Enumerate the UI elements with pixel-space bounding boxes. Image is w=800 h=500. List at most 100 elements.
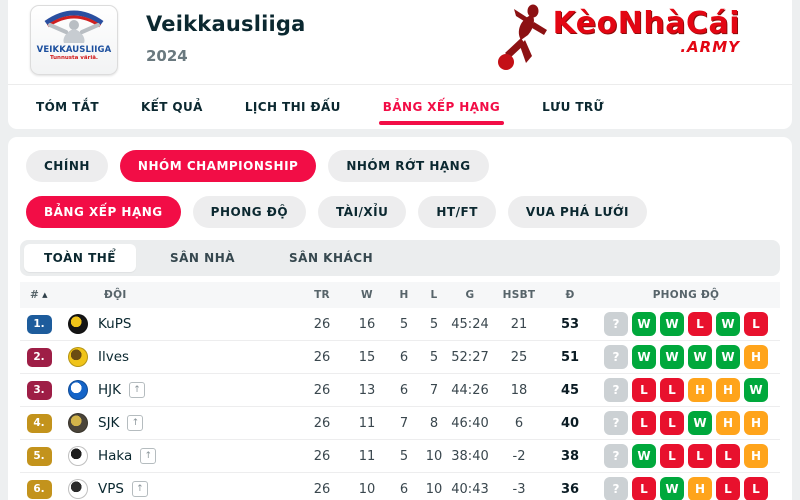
standings-panel: CHÍNH NHÓM CHAMPIONSHIP NHÓM RỚT HẠNG BẢNG… — [8, 137, 792, 500]
form-badge-l[interactable]: L — [660, 411, 684, 435]
form-badge-l[interactable]: L — [716, 444, 740, 468]
cell-w: 16 — [358, 316, 376, 332]
form-badge-unknown[interactable]: ? — [604, 477, 628, 500]
form-badge-l[interactable]: L — [688, 444, 712, 468]
col-goals[interactable]: G — [465, 289, 475, 301]
team-name[interactable]: VPS — [98, 481, 124, 497]
team-name[interactable]: KuPS — [98, 316, 132, 332]
cell-form: ? W W L W L — [592, 312, 780, 336]
table-row[interactable]: 4. SJK ↑ 26 11 7 8 46:40 6 40? L L W H H — [20, 407, 780, 440]
form-badge-h[interactable]: H — [744, 444, 768, 468]
form-badge-h[interactable]: H — [716, 378, 740, 402]
form-badge-l[interactable]: L — [744, 477, 768, 500]
cell-rank: 1. — [20, 314, 58, 334]
cell-team: SJK ↑ — [98, 415, 300, 431]
promotion-arrow-icon: ↑ — [129, 382, 145, 398]
page-title: Veikkausliiga — [146, 12, 306, 36]
table-row[interactable]: 6. VPS ↑ 26 10 6 10 40:43 -3 36? L W H L L — [20, 473, 780, 500]
cell-hsbt: -3 — [512, 481, 526, 497]
form-badge-w[interactable]: W — [632, 312, 656, 336]
scope-tab-toan-the[interactable]: TOÀN THỂ — [24, 244, 136, 272]
form-badge-w[interactable]: W — [632, 345, 656, 369]
form-badge-l[interactable]: L — [716, 477, 740, 500]
col-team[interactable]: ĐỘI — [104, 289, 127, 301]
team-name[interactable]: Haka — [98, 448, 133, 464]
nav-tab-lich-thi-dau[interactable]: LỊCH THI ĐẤU — [244, 100, 341, 114]
rank-badge: 4. — [26, 413, 52, 433]
scope-tab-san-nha[interactable]: SÂN NHÀ — [170, 251, 236, 265]
col-draws[interactable]: H — [399, 289, 409, 301]
cell-l: 10 — [425, 481, 443, 497]
table-row[interactable]: 5. Haka ↑ 26 11 5 10 38:40 -2 38? W L L L H — [20, 440, 780, 473]
form-badge-l[interactable]: L — [660, 444, 684, 468]
form-badge-unknown[interactable]: ? — [604, 312, 628, 336]
table-header: # ▲ ĐỘI TR W H L G HSBT Đ PHONG ĐỘ — [20, 282, 780, 308]
form-badge-l[interactable]: L — [744, 312, 768, 336]
season-label: 2024 — [146, 47, 188, 65]
team-name[interactable]: HJK — [98, 382, 121, 398]
nav-tab-luu-tru[interactable]: LƯU TRỮ — [542, 100, 604, 114]
form-badge-h[interactable]: H — [744, 345, 768, 369]
form-badge-l[interactable]: L — [632, 378, 656, 402]
team-name[interactable]: SJK — [98, 415, 120, 431]
table-row[interactable]: 1. KuPS 26 16 5 5 45:24 21 53? W W L W L — [20, 308, 780, 341]
form-badge-h[interactable]: H — [744, 411, 768, 435]
cell-rank: 5. — [20, 446, 58, 466]
form-badge-w[interactable]: W — [660, 477, 684, 500]
table-body: 1. KuPS 26 16 5 5 45:24 21 53? W W L W L 2. Ilves 26 15 6 5… — [8, 308, 792, 500]
stage-tabs-row: CHÍNH NHÓM CHAMPIONSHIP NHÓM RỚT HẠNG — [8, 150, 792, 182]
table-row[interactable]: 3. HJK ↑ 26 13 6 7 44:26 18 45? L L H H W — [20, 374, 780, 407]
view-tab-tai-xiu[interactable]: TÀI/XỈU — [318, 196, 407, 228]
form-badge-w[interactable]: W — [660, 312, 684, 336]
nav-tab-tom-tat[interactable]: TÓM TẮT — [36, 100, 99, 114]
team-logo — [68, 347, 88, 367]
form-badge-w[interactable]: W — [688, 411, 712, 435]
form-badge-w[interactable]: W — [632, 444, 656, 468]
stage-tab-nhom-rot-hang[interactable]: NHÓM RỚT HẠNG — [328, 150, 489, 182]
form-badge-unknown[interactable]: ? — [604, 411, 628, 435]
cell-h: 5 — [399, 448, 409, 464]
nav-tab-ket-qua[interactable]: KẾT QUẢ — [140, 100, 203, 114]
form-badge-l[interactable]: L — [632, 411, 656, 435]
scope-tabs-bar: TOÀN THỂ SÂN NHÀ SÂN KHÁCH — [20, 240, 780, 276]
stage-tab-nhom-championship[interactable]: NHÓM CHAMPIONSHIP — [119, 150, 317, 182]
form-badge-h[interactable]: H — [688, 378, 712, 402]
col-played[interactable]: TR — [314, 289, 330, 301]
col-points[interactable]: Đ — [565, 289, 575, 301]
form-badge-l[interactable]: L — [632, 477, 656, 500]
form-badge-l[interactable]: L — [660, 378, 684, 402]
cell-logo — [58, 347, 98, 367]
view-tab-bang-xep-hang[interactable]: BẢNG XẾP HẠNG — [26, 196, 181, 228]
form-badge-w[interactable]: W — [716, 312, 740, 336]
stage-tab-chinh[interactable]: CHÍNH — [26, 150, 108, 182]
cell-tr: 26 — [313, 415, 331, 431]
scope-tab-san-khach[interactable]: SÂN KHÁCH — [289, 251, 374, 265]
form-badge-l[interactable]: L — [688, 312, 712, 336]
form-badge-unknown[interactable]: ? — [604, 345, 628, 369]
cell-hsbt: 25 — [510, 349, 528, 365]
brand-logo[interactable]: KèoNhàCái .ARMY — [497, 4, 740, 70]
cell-points: 51 — [560, 349, 580, 365]
form-badge-unknown[interactable]: ? — [604, 378, 628, 402]
team-name[interactable]: Ilves — [98, 349, 130, 365]
view-tab-vua-pha-luoi[interactable]: VUA PHÁ LƯỚI — [507, 196, 647, 228]
view-tab-ht-ft[interactable]: HT/FT — [418, 196, 496, 228]
form-badge-w[interactable]: W — [744, 378, 768, 402]
view-tab-phong-do[interactable]: PHONG ĐỘ — [192, 196, 307, 228]
form-badge-w[interactable]: W — [716, 345, 740, 369]
col-rank[interactable]: # ▲ — [30, 289, 48, 301]
form-badge-h[interactable]: H — [688, 477, 712, 500]
col-wins[interactable]: W — [361, 289, 373, 301]
form-badge-w[interactable]: W — [688, 345, 712, 369]
brand-name: KèoNhàCái — [552, 6, 740, 41]
nav-tab-bang-xep-hang[interactable]: BẢNG XẾP HẠNG — [378, 85, 505, 129]
table-row[interactable]: 2. Ilves 26 15 6 5 52:27 25 51? W W W W H — [20, 341, 780, 374]
cell-points: 45 — [560, 382, 580, 398]
form-badge-h[interactable]: H — [716, 411, 740, 435]
col-goal-diff[interactable]: HSBT — [502, 289, 536, 301]
form-badge-w[interactable]: W — [660, 345, 684, 369]
cell-hsbt: 18 — [510, 382, 528, 398]
col-losses[interactable]: L — [430, 289, 438, 301]
league-header: VEIKKAUSLIIGA Tunnusta väriä. Veikkausli… — [8, 0, 792, 85]
form-badge-unknown[interactable]: ? — [604, 444, 628, 468]
